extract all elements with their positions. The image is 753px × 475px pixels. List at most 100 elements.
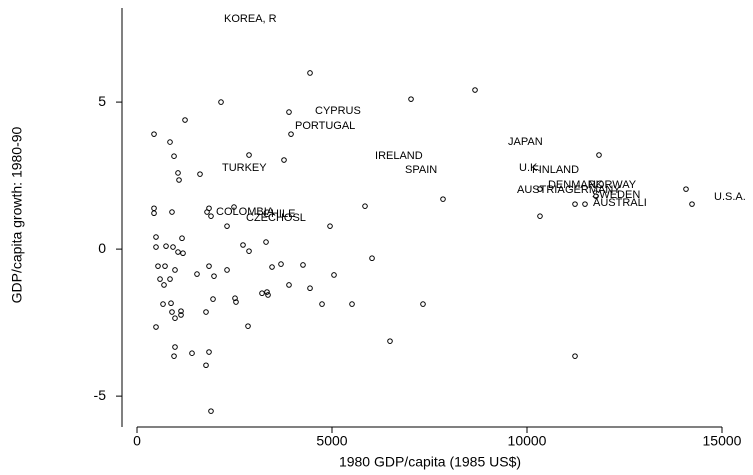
point — [245, 323, 251, 329]
y-tick-label: 5 — [98, 93, 106, 109]
point — [172, 315, 178, 322]
point — [281, 157, 287, 163]
point — [203, 362, 209, 369]
point — [211, 273, 217, 279]
point-label: U.K. — [519, 162, 540, 174]
point — [387, 338, 393, 344]
point — [175, 249, 181, 255]
point-label: DENMARK — [548, 179, 604, 191]
point — [153, 324, 159, 330]
point-label: KOREA, R — [224, 13, 277, 25]
point — [157, 276, 163, 282]
y-tick-label: 0 — [98, 240, 106, 256]
point — [572, 201, 578, 207]
point-label: SPAIN — [405, 164, 437, 176]
point — [246, 248, 252, 254]
point-label: COLOMBIA — [216, 206, 275, 218]
point-label: AUSTRIA — [517, 184, 565, 196]
point-label: CZECHOSL — [246, 212, 306, 224]
point — [163, 243, 169, 249]
point — [172, 267, 178, 273]
point — [593, 193, 599, 199]
point — [203, 309, 209, 315]
point — [178, 312, 184, 318]
y-tick-label: -5 — [94, 387, 107, 403]
point — [307, 70, 313, 76]
point — [263, 239, 269, 245]
point — [265, 292, 271, 298]
point-label: FINLAND — [532, 164, 579, 176]
point-label: U.S.A. — [714, 191, 746, 203]
point — [408, 96, 414, 102]
point — [210, 296, 216, 302]
point — [189, 350, 195, 356]
point — [162, 263, 168, 269]
point — [232, 295, 238, 302]
point — [349, 301, 355, 307]
point — [169, 309, 175, 315]
point — [286, 109, 292, 115]
point — [179, 235, 185, 242]
point — [204, 209, 210, 215]
point — [286, 282, 292, 288]
point — [151, 205, 157, 212]
point — [537, 186, 543, 192]
point — [224, 223, 230, 229]
point — [206, 263, 212, 269]
point-label: AUSTRALI — [593, 197, 647, 209]
point — [208, 408, 214, 414]
point — [161, 282, 167, 288]
point — [259, 290, 265, 297]
point — [167, 139, 173, 145]
y-axis-title: GDP/capita growth: 1980-90 — [9, 126, 25, 303]
point-label: SWEDEN — [592, 189, 640, 201]
point-label: CYPRUS — [315, 105, 361, 117]
point — [170, 244, 176, 250]
point — [171, 153, 177, 159]
point-label: TURKEY — [222, 162, 267, 174]
point — [572, 353, 578, 359]
point — [171, 353, 177, 359]
point — [176, 177, 182, 183]
point — [278, 261, 284, 267]
point-label: PORTUGAL — [295, 120, 355, 132]
point — [169, 209, 175, 215]
point — [369, 255, 375, 262]
point — [218, 99, 224, 105]
point — [537, 213, 543, 219]
point — [327, 223, 333, 229]
point — [175, 170, 181, 176]
point — [231, 204, 237, 210]
point — [319, 301, 325, 307]
point-label: NORWAY — [588, 179, 637, 191]
x-axis-title: 1980 GDP/capita (1985 US$) — [339, 454, 521, 470]
point — [582, 201, 588, 207]
point — [167, 276, 173, 282]
point — [472, 87, 478, 93]
x-tick-label: 15000 — [703, 433, 742, 449]
point — [269, 264, 275, 270]
point — [288, 131, 294, 137]
point — [331, 272, 337, 278]
point-label: CHILE — [263, 208, 295, 220]
point — [153, 244, 159, 250]
point — [194, 271, 200, 277]
point — [182, 117, 188, 123]
point — [178, 308, 184, 314]
point — [233, 299, 239, 305]
point — [689, 201, 695, 207]
x-tick-label: 0 — [133, 433, 141, 449]
point — [264, 289, 270, 295]
point — [151, 131, 157, 137]
point — [180, 250, 186, 257]
x-tick-label: 10000 — [508, 433, 547, 449]
point — [155, 263, 161, 269]
point-label: GERMANY — [565, 184, 621, 196]
point — [160, 301, 166, 307]
point — [596, 152, 602, 158]
point — [240, 242, 246, 248]
point — [197, 171, 203, 177]
point — [246, 152, 252, 158]
